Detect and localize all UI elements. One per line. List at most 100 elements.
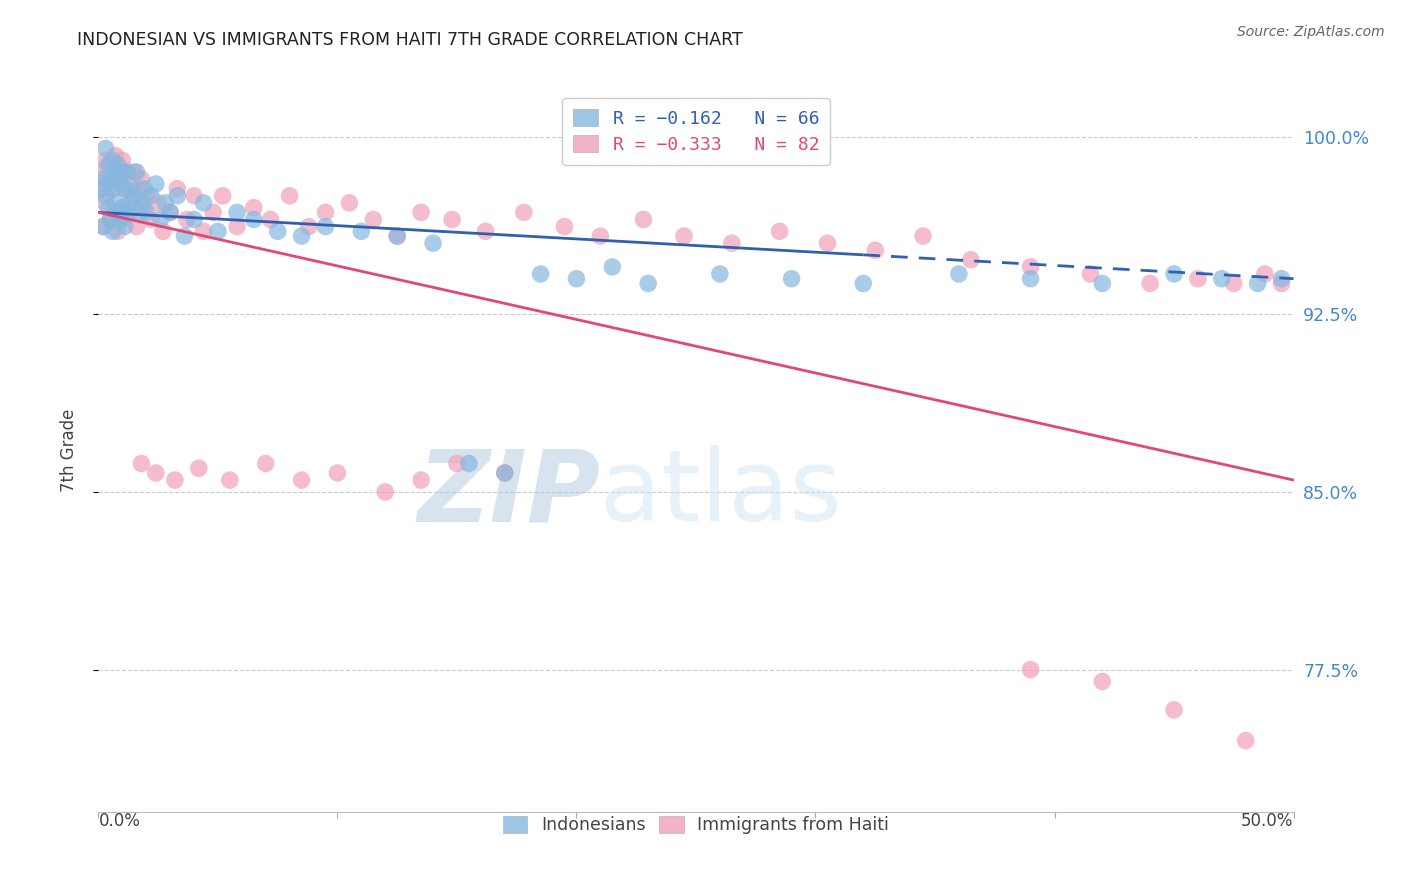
Point xyxy=(422,236,444,251)
Point xyxy=(637,277,659,291)
Point xyxy=(115,165,138,179)
Point xyxy=(159,205,181,219)
Point xyxy=(363,212,385,227)
Point xyxy=(145,177,167,191)
Point xyxy=(226,219,249,234)
Point xyxy=(135,189,157,203)
Point xyxy=(187,461,209,475)
Point xyxy=(125,165,148,179)
Point xyxy=(101,182,124,196)
Point xyxy=(374,484,396,499)
Point xyxy=(589,229,612,244)
Point xyxy=(131,457,153,471)
Point xyxy=(183,189,205,203)
Point xyxy=(1247,277,1270,291)
Point xyxy=(1139,277,1161,291)
Text: atlas: atlas xyxy=(600,445,842,542)
Point xyxy=(948,267,970,281)
Text: 50.0%: 50.0% xyxy=(1241,812,1294,830)
Point xyxy=(1234,733,1257,747)
Point xyxy=(911,229,934,244)
Point xyxy=(91,182,114,196)
Point xyxy=(107,158,129,172)
Point xyxy=(1271,271,1294,285)
Point xyxy=(494,466,516,480)
Point xyxy=(108,172,131,186)
Point xyxy=(98,212,122,227)
Point xyxy=(145,466,167,480)
Point xyxy=(315,205,337,219)
Point xyxy=(243,201,266,215)
Point xyxy=(1163,267,1185,281)
Point xyxy=(494,466,516,480)
Point xyxy=(132,182,155,196)
Point xyxy=(298,219,321,234)
Point xyxy=(411,473,433,487)
Point xyxy=(673,229,696,244)
Point xyxy=(219,473,242,487)
Point xyxy=(104,205,127,219)
Point xyxy=(633,212,655,227)
Point xyxy=(104,195,127,210)
Point xyxy=(97,172,120,186)
Point xyxy=(128,182,150,196)
Point xyxy=(124,165,146,179)
Point xyxy=(131,195,153,210)
Point xyxy=(1271,277,1294,291)
Point xyxy=(101,182,124,196)
Point xyxy=(97,158,120,172)
Point xyxy=(135,205,157,219)
Point xyxy=(111,201,134,215)
Point xyxy=(1019,271,1042,285)
Point xyxy=(602,260,624,274)
Point xyxy=(815,236,838,251)
Point xyxy=(385,229,409,244)
Point xyxy=(960,252,983,267)
Point xyxy=(159,205,181,219)
Point xyxy=(94,189,117,203)
Point xyxy=(267,224,290,238)
Point xyxy=(90,165,112,179)
Point xyxy=(202,205,225,219)
Point xyxy=(183,212,205,227)
Point xyxy=(458,457,481,471)
Point xyxy=(98,158,122,172)
Point xyxy=(1163,703,1185,717)
Point xyxy=(446,457,468,471)
Point xyxy=(121,182,143,196)
Point xyxy=(1223,277,1246,291)
Point xyxy=(118,205,141,219)
Point xyxy=(111,165,134,179)
Point xyxy=(513,205,536,219)
Y-axis label: 7th Grade: 7th Grade xyxy=(59,409,77,492)
Point xyxy=(166,182,188,196)
Point xyxy=(104,165,127,179)
Point xyxy=(243,212,266,227)
Point xyxy=(259,212,281,227)
Point xyxy=(139,212,162,227)
Point xyxy=(166,189,188,203)
Point xyxy=(155,195,177,210)
Point xyxy=(121,189,143,203)
Point xyxy=(148,195,170,210)
Point xyxy=(852,277,875,291)
Point xyxy=(193,224,215,238)
Point xyxy=(91,172,114,186)
Text: ZIP: ZIP xyxy=(418,445,600,542)
Point xyxy=(97,201,120,215)
Text: Source: ZipAtlas.com: Source: ZipAtlas.com xyxy=(1237,25,1385,39)
Point xyxy=(124,189,146,203)
Point xyxy=(115,205,138,219)
Point xyxy=(101,153,124,168)
Point xyxy=(1187,271,1209,285)
Point xyxy=(865,244,887,258)
Point xyxy=(211,189,233,203)
Point xyxy=(1091,277,1114,291)
Point xyxy=(1019,260,1042,274)
Point xyxy=(94,195,117,210)
Point xyxy=(411,205,433,219)
Point xyxy=(91,219,114,234)
Point xyxy=(768,224,790,238)
Point xyxy=(139,189,162,203)
Point xyxy=(226,205,249,219)
